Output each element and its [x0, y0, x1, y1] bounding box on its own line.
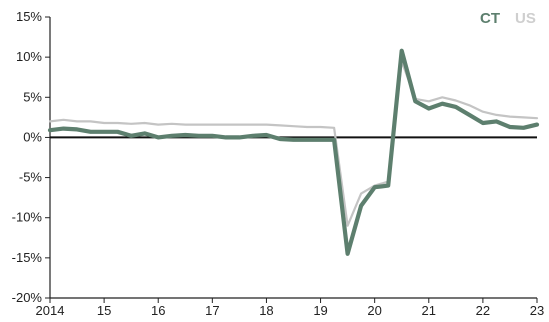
y-tick-label: 5% — [23, 89, 42, 104]
y-tick-label: -10% — [12, 210, 43, 225]
x-tick-label: 21 — [422, 303, 436, 318]
series-line-ct — [47, 48, 540, 256]
x-tick-label: 17 — [205, 303, 219, 318]
x-tick-label: 22 — [476, 303, 490, 318]
y-tick-label: 15% — [16, 9, 42, 24]
y-tick-label: -15% — [12, 250, 43, 265]
x-tick-label: 18 — [259, 303, 273, 318]
x-tick-label: 15 — [97, 303, 111, 318]
x-tick-label: 2014 — [36, 303, 65, 318]
legend-label-ct: CT — [480, 10, 500, 27]
y-tick-label: 10% — [16, 49, 42, 64]
x-axis: 2014 15 16 17 18 19 20 21 22 23 — [36, 136, 544, 318]
y-axis: 15% 10% 5% 0% -5% -10% -15% -20% — [12, 9, 51, 305]
y-tick-label: -20% — [12, 290, 43, 305]
x-tick-label: 20 — [367, 303, 381, 318]
y-tick-label: 0% — [23, 129, 42, 144]
x-tick-label: 16 — [151, 303, 165, 318]
series-line-us — [48, 60, 539, 227]
y-tick-label: -5% — [19, 170, 43, 185]
legend-label-us: US — [515, 10, 536, 27]
x-tick-label: 19 — [313, 303, 327, 318]
x-tick-label: 23 — [530, 303, 544, 318]
series-lines — [47, 48, 540, 256]
legend: CT US — [480, 10, 536, 27]
